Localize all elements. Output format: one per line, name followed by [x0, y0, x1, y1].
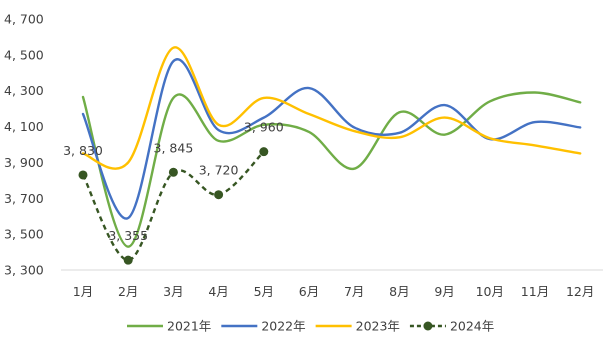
legend-item[interactable]: 2024年 — [409, 319, 494, 334]
legend-label: 2021年 — [167, 319, 211, 334]
data-point-marker — [214, 190, 224, 200]
y-tick-label: 4, 700 — [4, 12, 44, 27]
series-line-2022年 — [81, 58, 582, 220]
x-tick-label: 8月 — [389, 284, 409, 299]
legend-label: 2022年 — [261, 319, 305, 334]
y-tick-label: 3, 500 — [4, 227, 44, 242]
x-tick-label: 3月 — [163, 284, 183, 299]
y-tick-label: 4, 100 — [4, 119, 44, 134]
x-tick-label: 9月 — [434, 284, 454, 299]
y-tick-label: 3, 700 — [4, 191, 44, 206]
series-lines — [78, 46, 582, 265]
x-tick-label: 7月 — [344, 284, 364, 299]
x-tick-label: 4月 — [208, 284, 228, 299]
x-tick-label: 12月 — [566, 284, 594, 299]
x-tick-label: 2月 — [118, 284, 138, 299]
data-labels: 3, 830 3, 355 3, 845 3, 720 3, 960 — [63, 120, 284, 243]
series-line-2024年 — [81, 150, 265, 262]
legend-item[interactable]: 2023年 — [315, 319, 400, 334]
y-tick-label: 3, 900 — [4, 155, 44, 170]
series-line-2023年 — [81, 46, 582, 170]
legend[interactable]: 2021年 2022年 2023年 2024年 — [127, 319, 494, 334]
y-tick-label: 4, 500 — [4, 47, 44, 62]
series-line-2021年 — [81, 91, 582, 248]
legend-label: 2024年 — [450, 319, 494, 334]
y-tick-label: 3, 300 — [4, 263, 44, 278]
x-axis: 1月 2月 3月 4月 5月 6月 7月 8月 9月 10月 11月 12月 — [61, 269, 603, 299]
data-label: 3, 355 — [108, 228, 148, 243]
x-tick-label: 1月 — [73, 284, 93, 299]
data-label: 3, 960 — [244, 120, 284, 135]
legend-item[interactable]: 2021年 — [127, 319, 211, 334]
x-tick-label: 5月 — [254, 284, 274, 299]
x-tick-label: 11月 — [521, 284, 549, 299]
data-point-marker — [168, 167, 178, 177]
data-label: 3, 845 — [154, 140, 194, 155]
data-label: 3, 720 — [199, 163, 239, 178]
y-axis: 3, 300 3, 500 3, 700 3, 900 4, 100 4, 300 4, 5… — [4, 12, 44, 278]
legend-item[interactable]: 2022年 — [221, 319, 306, 334]
data-label: 3, 830 — [63, 143, 103, 158]
y-tick-label: 4, 300 — [4, 83, 44, 98]
x-tick-label: 6月 — [299, 284, 319, 299]
legend-marker — [423, 321, 433, 331]
data-point-marker — [259, 147, 269, 157]
legend-label: 2023年 — [356, 319, 400, 334]
x-tick-label: 10月 — [476, 284, 504, 299]
data-point-marker — [78, 170, 88, 180]
data-point-marker — [123, 255, 133, 265]
